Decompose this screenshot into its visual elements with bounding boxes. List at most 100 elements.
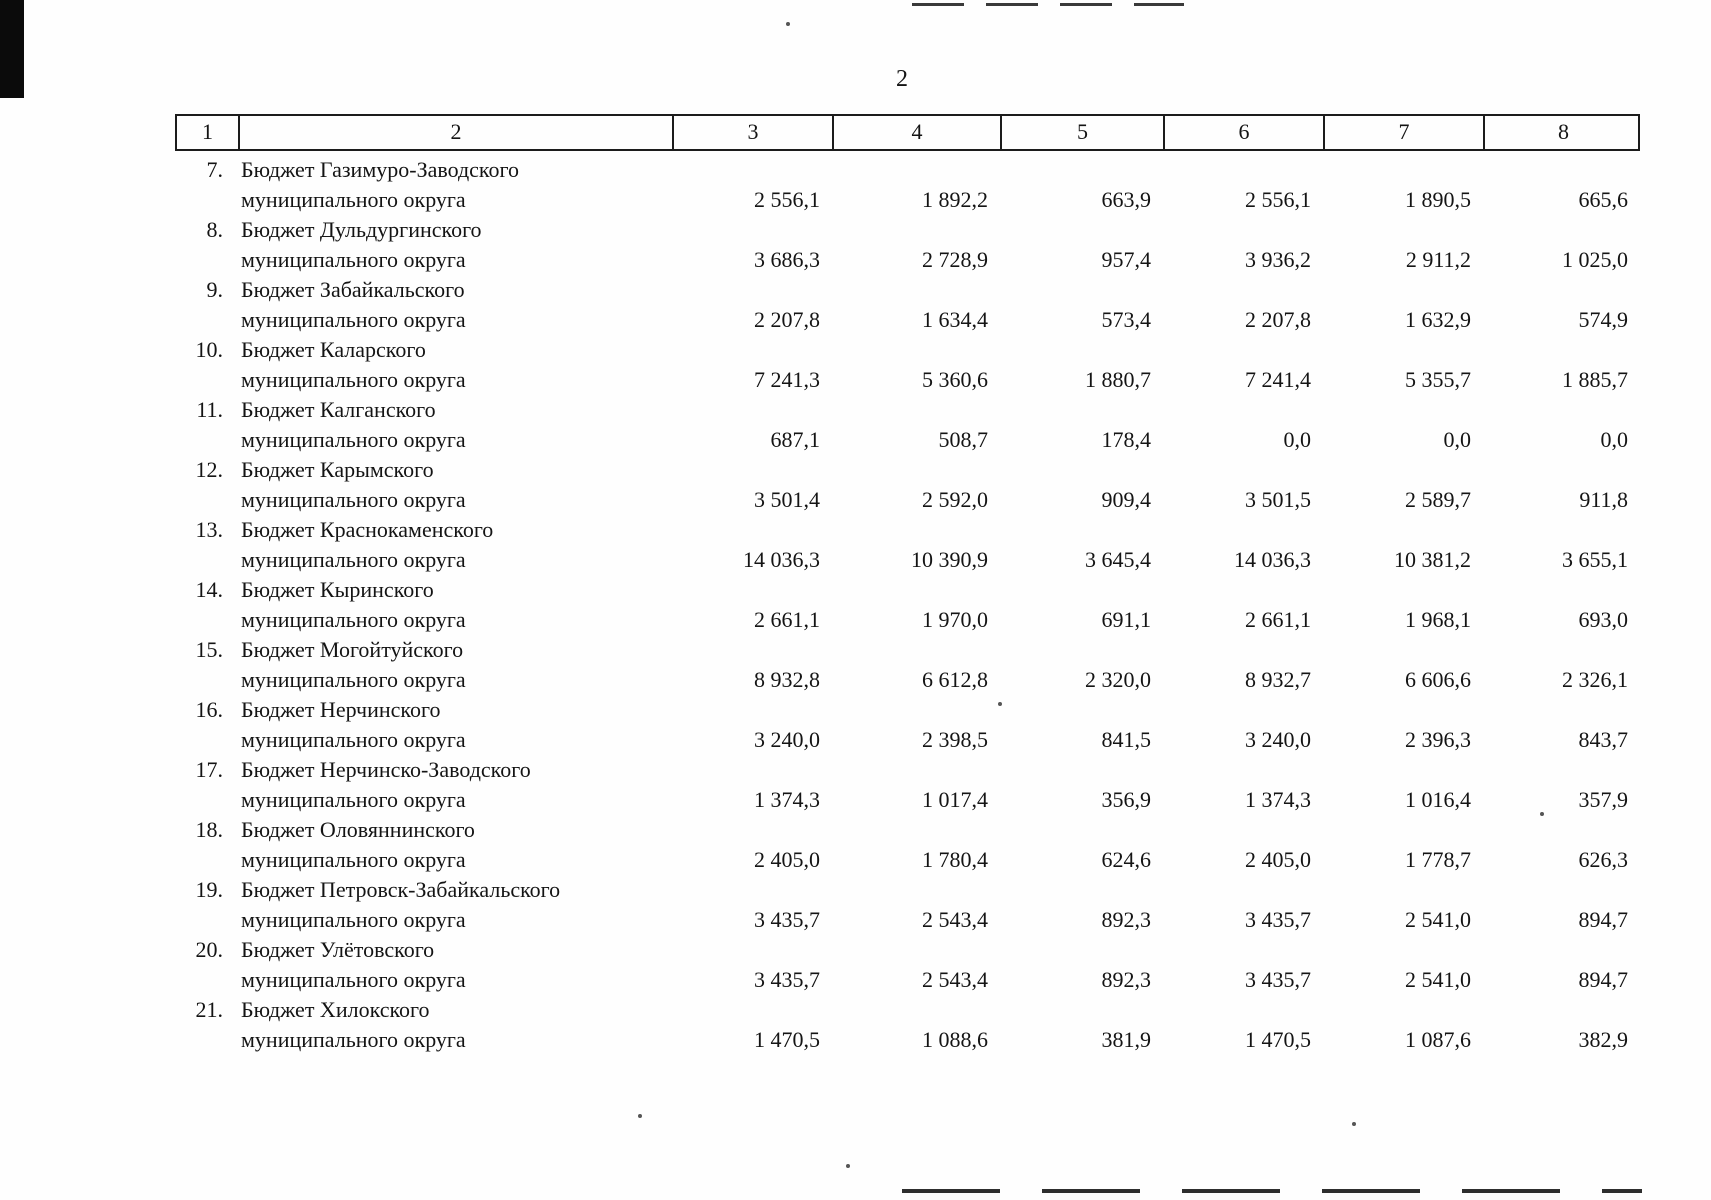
value-cell: 3 645,4 xyxy=(1085,547,1151,572)
row-line-1: 14. Бюджет Кыринского xyxy=(175,575,1640,605)
value-cell: 693,0 xyxy=(1578,607,1629,632)
value-cell: 1 016,4 xyxy=(1405,787,1471,812)
value-cell: 10 381,2 xyxy=(1394,547,1471,572)
row-line-1: 16. Бюджет Нерчинского xyxy=(175,695,1640,725)
budget-name: Бюджет Калганского xyxy=(241,397,436,422)
row-line-2: муниципального округа 2 661,1 1 970,0 691,1… xyxy=(175,605,1640,635)
value-cell: 2 543,4 xyxy=(922,907,988,932)
budget-name-continuation: муниципального округа xyxy=(241,967,466,992)
empty-cell xyxy=(1323,635,1483,665)
value-cell: 0,0 xyxy=(1443,427,1472,452)
value-cell: 1 374,3 xyxy=(754,787,820,812)
empty-cell xyxy=(1163,695,1323,725)
value-cell: 1 970,0 xyxy=(922,607,988,632)
value-cell: 687,1 xyxy=(770,427,821,452)
value-cell: 2 556,1 xyxy=(754,187,820,212)
value-cell: 843,7 xyxy=(1578,727,1629,752)
empty-cell xyxy=(1483,875,1640,905)
empty-cell xyxy=(175,545,238,575)
value-cell: 0,0 xyxy=(1283,427,1312,452)
empty-cell xyxy=(1163,755,1323,785)
empty-cell xyxy=(1323,815,1483,845)
value-cell: 6 612,8 xyxy=(922,667,988,692)
value-cell: 2 541,0 xyxy=(1405,907,1471,932)
empty-cell xyxy=(1483,575,1640,605)
budget-name-continuation: муниципального округа xyxy=(241,547,466,572)
scan-artifact-dot xyxy=(786,22,790,26)
budget-name-continuation: муниципального округа xyxy=(241,307,466,332)
scan-artifact-dot xyxy=(1540,812,1544,816)
value-cell: 2 398,5 xyxy=(922,727,988,752)
empty-cell xyxy=(832,155,1000,185)
value-cell: 1 780,4 xyxy=(922,847,988,872)
empty-cell xyxy=(1000,815,1163,845)
value-cell: 5 360,6 xyxy=(922,367,988,392)
empty-cell xyxy=(672,875,832,905)
empty-cell xyxy=(1000,755,1163,785)
empty-cell xyxy=(832,515,1000,545)
value-cell: 2 592,0 xyxy=(922,487,988,512)
value-cell: 14 036,3 xyxy=(743,547,820,572)
column-header-6: 6 xyxy=(1165,116,1325,149)
empty-cell xyxy=(1163,515,1323,545)
value-cell: 1 778,7 xyxy=(1405,847,1471,872)
table-body: 7. Бюджет Газимуро-Заводского муниципально… xyxy=(175,151,1640,1055)
value-cell: 892,3 xyxy=(1101,967,1152,992)
budget-name: Бюджет Газимуро-Заводского xyxy=(241,157,519,182)
table-row: 17. Бюджет Нерчинско-Заводского муниципаль… xyxy=(175,755,1640,815)
empty-cell xyxy=(175,845,238,875)
table-row: 8. Бюджет Дульдургинского муниципального о… xyxy=(175,215,1640,275)
empty-cell xyxy=(1163,455,1323,485)
value-cell: 1 634,4 xyxy=(922,307,988,332)
value-cell: 2 320,0 xyxy=(1085,667,1151,692)
budget-name: Бюджет Нерчинского xyxy=(241,697,441,722)
value-cell: 2 326,1 xyxy=(1562,667,1628,692)
empty-cell xyxy=(832,815,1000,845)
column-header-3: 3 xyxy=(674,116,834,149)
value-cell: 3 501,5 xyxy=(1245,487,1311,512)
budget-name: Бюджет Дульдургинского xyxy=(241,217,482,242)
empty-cell xyxy=(1163,815,1323,845)
value-cell: 3 501,4 xyxy=(754,487,820,512)
empty-cell xyxy=(1000,455,1163,485)
row-number: 15. xyxy=(195,637,224,662)
row-number: 18. xyxy=(195,817,224,842)
value-cell: 357,9 xyxy=(1578,787,1629,812)
empty-cell xyxy=(1323,875,1483,905)
budget-name-continuation: муниципального округа xyxy=(241,847,466,872)
empty-cell xyxy=(175,245,238,275)
empty-cell xyxy=(1323,515,1483,545)
empty-cell xyxy=(1483,215,1640,245)
budget-name-continuation: муниципального округа xyxy=(241,787,466,812)
empty-cell xyxy=(175,725,238,755)
empty-cell xyxy=(175,185,238,215)
empty-cell xyxy=(175,305,238,335)
budget-name-continuation: муниципального округа xyxy=(241,607,466,632)
budget-name-continuation: муниципального округа xyxy=(241,667,466,692)
empty-cell xyxy=(672,755,832,785)
empty-cell xyxy=(832,875,1000,905)
empty-cell xyxy=(1323,395,1483,425)
table-row: 10. Бюджет Каларского муниципального округ… xyxy=(175,335,1640,395)
value-cell: 957,4 xyxy=(1101,247,1152,272)
empty-cell xyxy=(175,785,238,815)
empty-cell xyxy=(1163,635,1323,665)
table-row: 20. Бюджет Улётовского муниципального окру… xyxy=(175,935,1640,995)
empty-cell xyxy=(832,215,1000,245)
value-cell: 894,7 xyxy=(1578,967,1629,992)
budget-name-continuation: муниципального округа xyxy=(241,727,466,752)
value-cell: 0,0 xyxy=(1600,427,1629,452)
scan-artifact-dot xyxy=(998,702,1002,706)
empty-cell xyxy=(1483,335,1640,365)
empty-cell xyxy=(832,275,1000,305)
value-cell: 911,8 xyxy=(1579,487,1628,512)
empty-cell xyxy=(1483,155,1640,185)
value-cell: 2 556,1 xyxy=(1245,187,1311,212)
table-row: 21. Бюджет Хилокского муниципального округ… xyxy=(175,995,1640,1055)
empty-cell xyxy=(1483,935,1640,965)
budget-name: Бюджет Краснокаменского xyxy=(241,517,494,542)
value-cell: 2 405,0 xyxy=(1245,847,1311,872)
value-cell: 2 543,4 xyxy=(922,967,988,992)
row-line-1: 19. Бюджет Петровск-Забайкальского xyxy=(175,875,1640,905)
value-cell: 356,9 xyxy=(1101,787,1152,812)
